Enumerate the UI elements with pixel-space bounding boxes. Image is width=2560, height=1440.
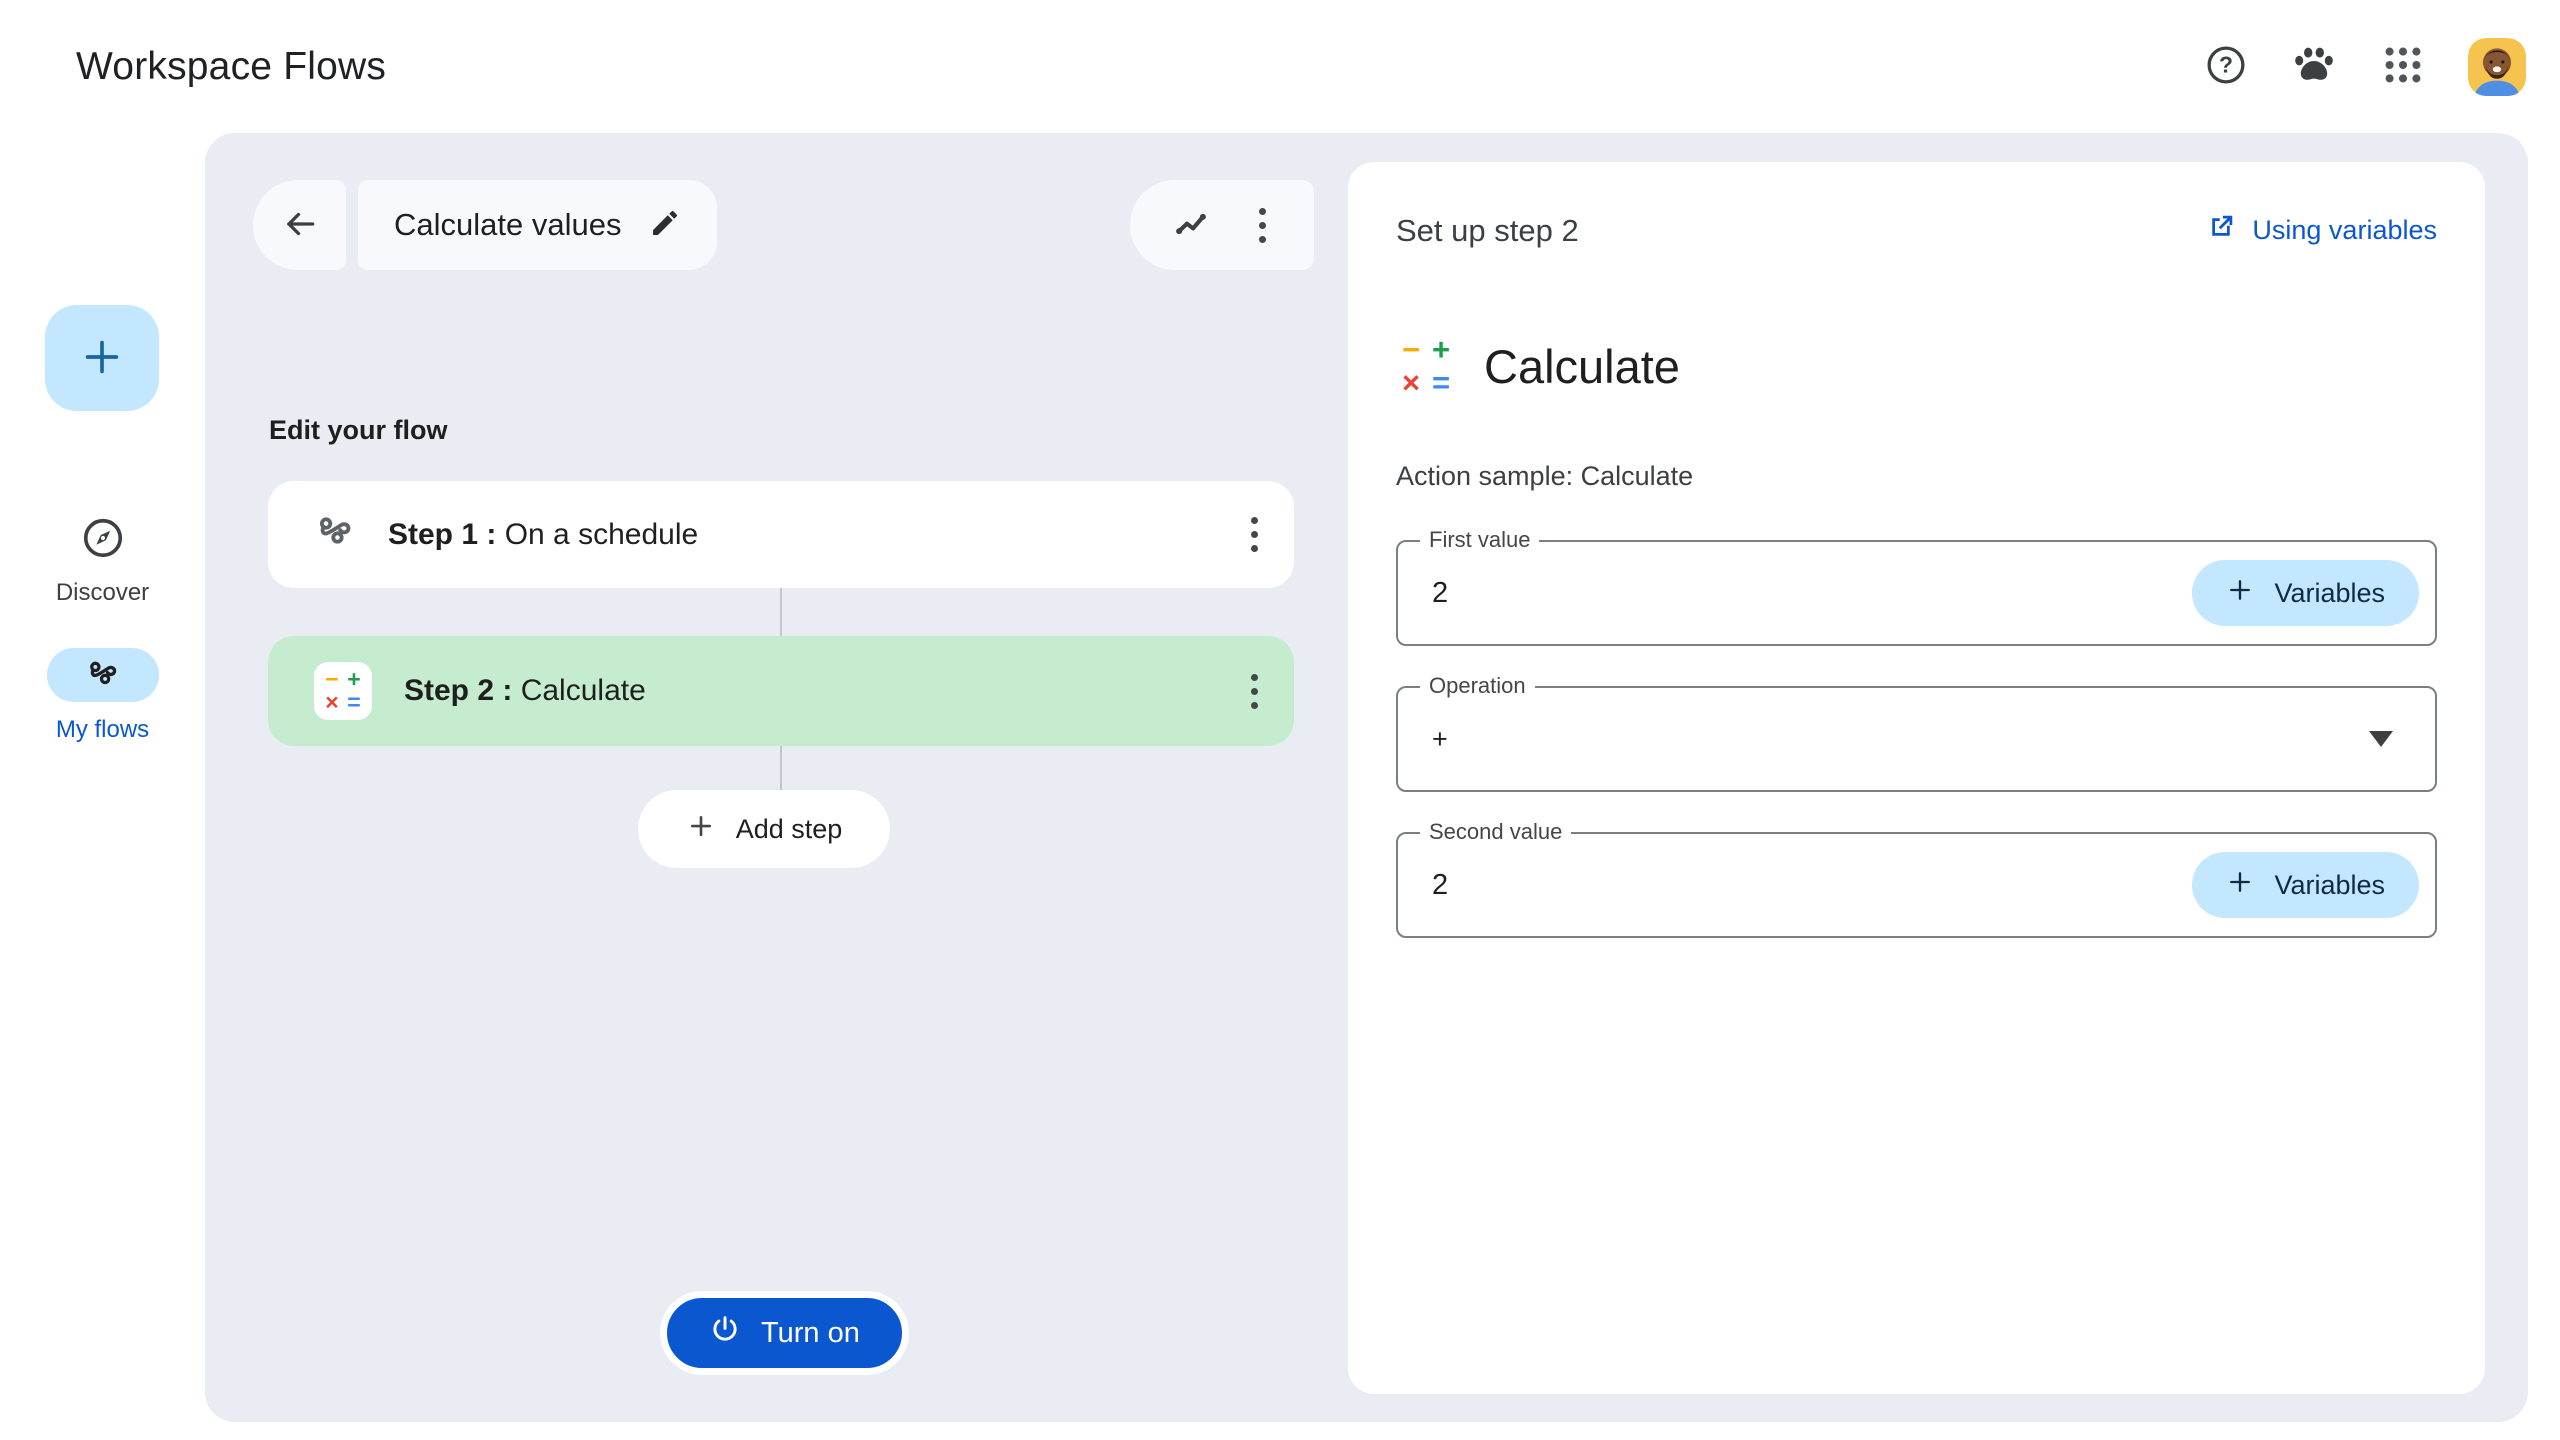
second-value-field: Second value Variables — [1396, 819, 2437, 938]
step-title: Step 2 : Calculate — [404, 674, 646, 707]
first-value-field: First value Variables — [1396, 527, 2437, 646]
first-value-label: First value — [1420, 527, 1540, 553]
first-value-variables-button[interactable]: Variables — [2192, 560, 2419, 626]
step-1-card[interactable]: Step 1 : On a schedule — [268, 481, 1294, 588]
activity-chart-button[interactable] — [1172, 205, 1210, 246]
action-sample-text: Action sample: Calculate — [1396, 461, 1694, 491]
app-title: Workspace Flows — [76, 44, 387, 88]
dropdown-arrow-icon — [2369, 731, 2393, 747]
second-value-label: Second value — [1420, 819, 1572, 845]
flow-name-editor[interactable]: Calculate values — [358, 180, 718, 270]
new-flow-button[interactable] — [45, 305, 159, 411]
operation-label: Operation — [1420, 673, 1535, 699]
pets-icon — [2290, 41, 2338, 92]
second-value-variables-button[interactable]: Variables — [2192, 852, 2419, 918]
setup-panel-title: Set up step 2 — [1396, 212, 1579, 248]
using-variables-link[interactable]: Using variables — [2206, 212, 2437, 249]
power-icon — [709, 1313, 741, 1353]
sidebar-item-label: Discover — [55, 579, 150, 606]
top-app-bar: Workspace Flows ? — [0, 0, 2560, 133]
calculate-icon: − + × = — [314, 662, 372, 720]
flow-icon — [46, 648, 159, 702]
step-setup-panel: Set up step 2 Using variables − + — [1348, 162, 2485, 1394]
pets-button[interactable] — [2290, 41, 2338, 92]
back-arrow-icon — [281, 205, 319, 246]
compass-icon — [47, 511, 159, 565]
second-value-input[interactable] — [1432, 868, 2193, 902]
turn-on-label: Turn on — [761, 1316, 860, 1349]
add-step-button[interactable]: Add step — [638, 790, 890, 868]
plus-icon — [686, 811, 716, 848]
add-step-label: Add step — [735, 813, 843, 844]
flow-name: Calculate values — [394, 207, 622, 242]
step-connector — [780, 746, 782, 790]
first-value-input[interactable] — [1432, 576, 2193, 610]
open-in-new-icon — [2206, 212, 2236, 249]
svg-text:?: ? — [2219, 52, 2233, 78]
left-navigation-rail: Discover My flows — [0, 133, 205, 1440]
flow-editor-canvas: Calculate values Edi — [205, 133, 2528, 1422]
step-title: Step 1 : On a schedule — [388, 517, 699, 551]
action-name: Calculate — [1484, 339, 1680, 393]
apps-grid-button[interactable] — [2380, 42, 2426, 91]
back-button[interactable] — [253, 180, 346, 270]
step-2-more-options-button[interactable] — [1245, 668, 1264, 715]
account-avatar[interactable] — [2468, 37, 2526, 96]
turn-on-button[interactable]: Turn on — [660, 1291, 909, 1375]
step-1-more-options-button[interactable] — [1245, 511, 1264, 558]
topbar-actions: ? — [2204, 0, 2526, 133]
step-2-card[interactable]: − + × = Step 2 : Calculate — [268, 636, 1294, 746]
edit-flow-section-title: Edit your flow — [269, 415, 448, 445]
flow-toolbar — [1130, 180, 1314, 270]
calculate-icon: − + × = — [1401, 332, 1451, 400]
operation-select[interactable]: Operation + — [1396, 673, 2437, 792]
plus-icon — [2226, 576, 2254, 611]
help-icon: ? — [2204, 43, 2248, 90]
plus-icon — [2226, 868, 2254, 903]
step-connector — [780, 588, 782, 636]
edit-pencil-icon — [649, 207, 681, 244]
help-button[interactable]: ? — [2204, 43, 2248, 90]
sidebar-item-discover[interactable]: Discover — [0, 511, 205, 607]
apps-grid-icon — [2380, 42, 2426, 91]
operation-value: + — [1432, 723, 1448, 754]
flow-more-options-button[interactable] — [1253, 202, 1272, 249]
plus-icon — [79, 334, 125, 383]
sidebar-item-label: My flows — [55, 716, 150, 743]
flow-icon — [314, 512, 356, 557]
sidebar-item-my-flows[interactable]: My flows — [0, 648, 205, 744]
line-chart-icon — [1172, 205, 1210, 246]
